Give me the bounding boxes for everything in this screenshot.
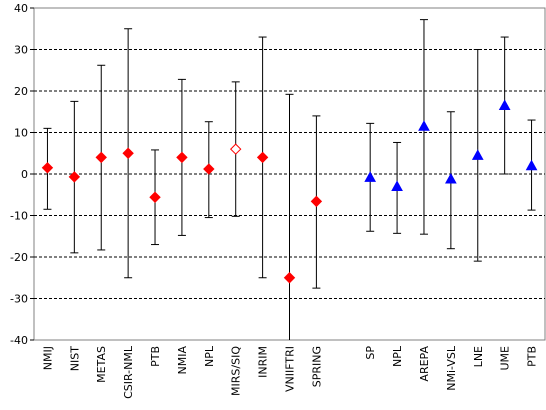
x-tick-label: METAS [95,346,108,383]
y-tick-label: -30 [10,293,28,306]
data-point [283,272,296,284]
y-tick-label: 40 [14,2,28,15]
data-point [41,162,54,174]
y-tick-label: -40 [10,334,28,347]
y-tick-label: 10 [14,127,28,140]
data-marks [41,19,538,340]
data-point [68,171,81,183]
y-tick-label: -10 [10,210,28,223]
x-tick-label: CSIR-NML [122,345,135,399]
x-tick-label: INRIM [257,346,270,378]
data-point [256,151,269,164]
data-point [122,147,134,159]
x-axis: NMIJ NIST METAS CSIR-NML PTB NMIA NPL MIRS/SIQ I… [41,345,538,399]
data-point [310,195,323,208]
x-tick-label: LNE [472,346,485,367]
data-point [149,191,161,203]
data-point [176,151,188,164]
y-tick-label: -20 [10,251,28,264]
data-point [471,149,484,160]
x-tick-label: NIST [68,346,81,371]
x-tick-label: VNIIFTRI [284,346,297,392]
y-axis: -40 -30 -20 -10 0 10 20 30 40 [10,2,34,347]
x-tick-label: NMIA [176,346,189,375]
x-tick-label: UME [499,346,512,371]
x-tick-label: PTB [149,346,162,367]
data-point [364,171,377,182]
y-tick-label: 30 [14,44,28,57]
y-tick-label: 20 [14,85,28,98]
data-point [95,151,107,164]
x-tick-label: PTB [526,346,539,367]
data-point [203,163,215,175]
x-tick-label: NPL [391,345,404,367]
data-point [498,99,511,111]
data-point [525,159,538,171]
x-tick-label: SPRING [310,346,323,387]
data-point [230,143,242,155]
x-tick-label: NMi-VSL [445,345,458,391]
x-tick-label: SP [364,346,377,360]
x-tick-label: MIRS/SIQ [230,346,243,396]
data-point [445,172,457,184]
x-tick-label: AREPA [418,346,431,382]
data-point [418,120,430,131]
data-point [391,180,403,191]
x-tick-label: NPL [203,345,216,367]
y-tick-label: 0 [21,168,28,181]
x-tick-label: NMIJ [41,346,54,370]
